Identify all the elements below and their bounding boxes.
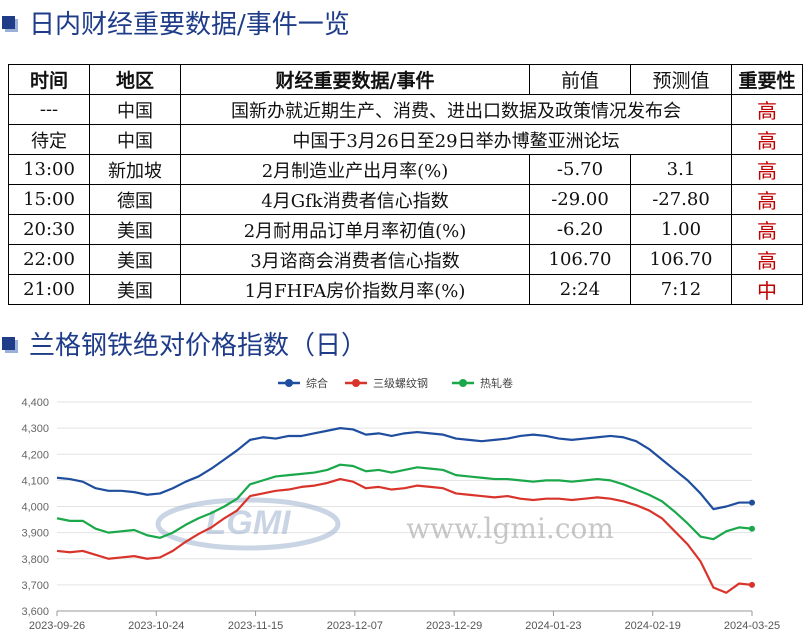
series-lines bbox=[56, 427, 755, 594]
logo-text: LGMI bbox=[206, 504, 293, 542]
y-tick-label: 4,200 bbox=[21, 449, 49, 461]
series-line-2 bbox=[56, 463, 753, 541]
table-row: 待定 中国 中国于3月26日至29日举办博鳌亚洲论坛 高 bbox=[8, 124, 803, 155]
series-line-1 bbox=[56, 477, 753, 594]
x-tick-label: 2024-01-23 bbox=[525, 620, 581, 632]
table-row: 22:00 美国 3月谘商会消费者信心指数 106.70 106.70 高 bbox=[8, 244, 803, 275]
table-row: 21:00 美国 1月FHFA房价指数月率(%) 2:24 7:12 中 bbox=[8, 274, 803, 305]
lgmi-logo: LGMI bbox=[155, 497, 341, 551]
cell-prev: 106.70 bbox=[529, 244, 631, 275]
section-title-events: 日内财经重要数据/事件一览 bbox=[2, 4, 350, 41]
y-tick-label: 3,700 bbox=[21, 580, 49, 592]
cell-event: 2月制造业产出月率(%) bbox=[180, 154, 530, 185]
section2-title: 兰格钢铁绝对价格指数（日） bbox=[29, 331, 368, 361]
cell-region: 德国 bbox=[89, 184, 181, 215]
cell-region: 美国 bbox=[89, 244, 181, 275]
y-tick-label: 4,000 bbox=[21, 502, 49, 514]
header-time: 时间 bbox=[8, 64, 90, 95]
cell-forecast: 1.00 bbox=[630, 214, 732, 245]
cell-importance: 高 bbox=[731, 124, 803, 155]
cell-event: 1月FHFA房价指数月率(%) bbox=[180, 274, 530, 305]
cell-importance: 高 bbox=[731, 154, 803, 185]
cell-time: 15:00 bbox=[8, 184, 90, 215]
table-row: 20:30 美国 2月耐用品订单月率初值(%) -6.20 1.00 高 bbox=[8, 214, 803, 245]
table-header-row: 时间 地区 财经重要数据/事件 前值 预测值 重要性 bbox=[8, 64, 803, 95]
cell-region: 中国 bbox=[89, 94, 181, 125]
header-region: 地区 bbox=[89, 64, 181, 95]
legend-label: 热轧卷 bbox=[480, 376, 513, 390]
legend-swatch-dot bbox=[285, 379, 293, 387]
cell-importance: 高 bbox=[731, 244, 803, 275]
cell-event: 2月耐用品订单月率初值(%) bbox=[180, 214, 530, 245]
cell-time: --- bbox=[8, 94, 90, 125]
cell-forecast: 106.70 bbox=[630, 244, 732, 275]
watermark: LGMI www.lgmi.com bbox=[155, 497, 614, 551]
cell-time: 13:00 bbox=[8, 154, 90, 185]
chart-legend: 综合 三级螺纹钢 热轧卷 bbox=[278, 376, 513, 390]
section1-title: 日内财经重要数据/事件一览 bbox=[29, 10, 350, 40]
cell-time: 22:00 bbox=[8, 244, 90, 275]
cell-region: 新加坡 bbox=[89, 154, 181, 185]
events-table: 时间 地区 财经重要数据/事件 前值 预测值 重要性 --- 中国 国新办就近期… bbox=[8, 64, 803, 305]
cell-prev: -6.20 bbox=[529, 214, 631, 245]
header-forecast: 预测值 bbox=[630, 64, 732, 95]
cell-time: 20:30 bbox=[8, 214, 90, 245]
cell-region: 美国 bbox=[89, 214, 181, 245]
y-tick-label: 3,800 bbox=[21, 554, 49, 566]
cell-event: 4月Gfk消费者信心指数 bbox=[180, 184, 530, 215]
x-tick-label: 2023-12-29 bbox=[426, 620, 482, 632]
cell-event: 国新办就近期生产、消费、进出口数据及政策情况发布会 bbox=[180, 94, 732, 125]
cell-event: 3月谘商会消费者信心指数 bbox=[180, 244, 530, 275]
header-prev: 前值 bbox=[529, 64, 631, 95]
cell-importance: 高 bbox=[731, 94, 803, 125]
cell-prev: -29.00 bbox=[529, 184, 631, 215]
table-row: 15:00 德国 4月Gfk消费者信心指数 -29.00 -27.80 高 bbox=[8, 184, 803, 215]
series-end-point-0 bbox=[749, 499, 755, 506]
table-row: --- 中国 国新办就近期生产、消费、进出口数据及政策情况发布会 高 bbox=[8, 94, 803, 125]
steel-price-line-chart: LGMI www.lgmi.com 3,600 3,700 3,800 3,900 4,… bbox=[21, 376, 780, 632]
cell-forecast: 7:12 bbox=[630, 274, 732, 305]
cell-importance: 高 bbox=[731, 184, 803, 215]
legend-label: 三级螺纹钢 bbox=[373, 376, 428, 390]
legend-label: 综合 bbox=[306, 376, 328, 390]
x-tick-label: 2023-09-26 bbox=[29, 620, 85, 632]
cell-region: 美国 bbox=[89, 274, 181, 305]
header-importance: 重要性 bbox=[731, 64, 803, 95]
series-end-point-2 bbox=[749, 525, 755, 532]
y-tick-label: 3,600 bbox=[21, 606, 49, 618]
y-tick-label: 4,400 bbox=[21, 397, 49, 409]
cell-event: 中国于3月26日至29日举办博鳌亚洲论坛 bbox=[180, 124, 732, 155]
cell-prev: -5.70 bbox=[529, 154, 631, 185]
table-row: 13:00 新加坡 2月制造业产出月率(%) -5.70 3.1 高 bbox=[8, 154, 803, 185]
legend-swatch-dot bbox=[459, 379, 467, 387]
y-axis: 3,600 3,700 3,800 3,900 4,000 4,100 4,200 4,300… bbox=[21, 397, 49, 618]
x-axis: 2023-09-26 2023-10-24 2023-11-15 2023-12-07… bbox=[29, 610, 780, 632]
legend-swatch-dot bbox=[352, 379, 360, 387]
series-end-point-1 bbox=[749, 581, 755, 588]
cell-importance: 高 bbox=[731, 214, 803, 245]
header-event: 财经重要数据/事件 bbox=[180, 64, 530, 95]
x-tick-label: 2024-02-19 bbox=[625, 620, 681, 632]
x-tick-label: 2023-11-15 bbox=[228, 620, 283, 632]
cell-time: 21:00 bbox=[8, 274, 90, 305]
square-bullet-icon bbox=[2, 16, 15, 29]
cell-time: 待定 bbox=[8, 124, 90, 155]
x-tick-label: 2023-10-24 bbox=[128, 620, 184, 632]
x-tick-label: 2023-12-07 bbox=[327, 620, 383, 632]
series-line-0 bbox=[56, 427, 752, 511]
cell-forecast: -27.80 bbox=[630, 184, 732, 215]
x-tick-label: 2024-03-25 bbox=[724, 620, 780, 632]
cell-prev: 2:24 bbox=[529, 274, 631, 305]
cell-importance: 中 bbox=[731, 274, 803, 305]
cell-region: 中国 bbox=[89, 124, 181, 155]
y-tick-label: 4,300 bbox=[21, 423, 49, 435]
y-tick-label: 4,100 bbox=[21, 475, 49, 487]
watermark-url: www.lgmi.com bbox=[406, 512, 614, 545]
square-bullet-icon bbox=[2, 337, 15, 350]
cell-forecast: 3.1 bbox=[630, 154, 732, 185]
y-tick-label: 3,900 bbox=[21, 528, 49, 540]
section-title-chart: 兰格钢铁绝对价格指数（日） bbox=[2, 325, 367, 362]
